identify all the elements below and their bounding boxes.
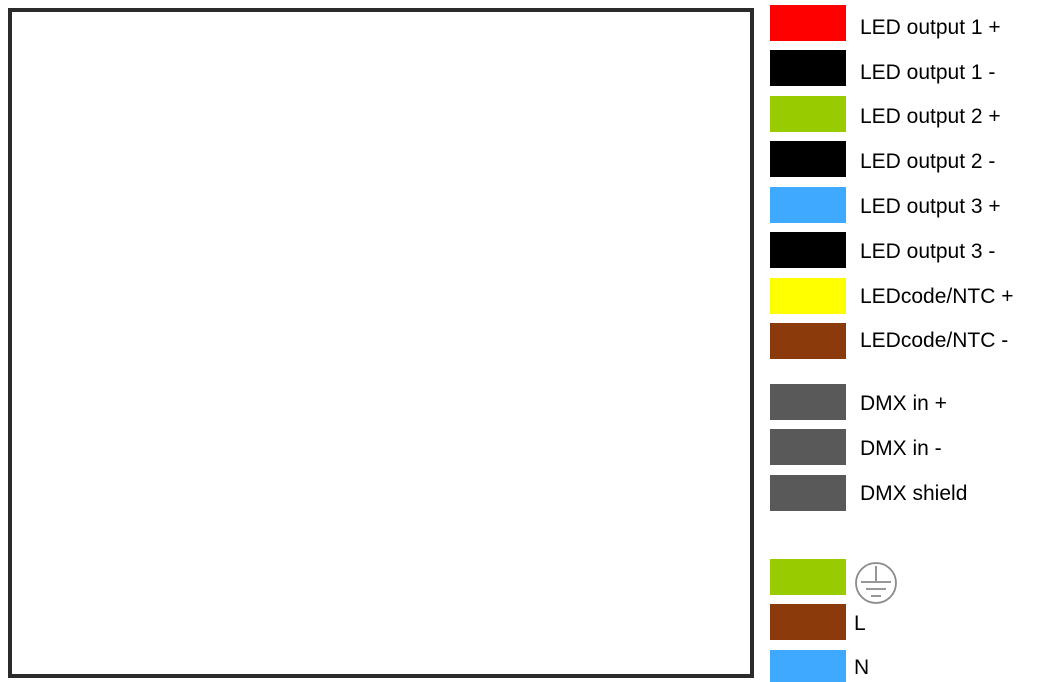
swatch-dmx-in-minus [770,429,846,465]
swatch-led-output-3-plus [770,187,846,223]
swatch-ledcode-ntc-plus [770,278,846,314]
label-led-output-3-minus: LED output 3 - [860,240,996,263]
swatch-live [770,604,846,640]
swatch-led-output-1-plus [770,5,846,41]
swatch-led-output-2-minus [770,141,846,177]
protective-earth-icon [855,562,897,604]
swatch-neutral [770,650,846,682]
swatch-ledcode-ntc-minus [770,323,846,359]
label-led-output-3-plus: LED output 3 + [860,195,1001,218]
swatch-led-output-2-plus [770,96,846,132]
label-dmx-in-minus: DMX in - [860,437,942,460]
label-ledcode-ntc-minus: LEDcode/NTC - [860,329,1009,352]
label-live: L [854,612,866,635]
device-outline [8,8,754,678]
label-led-output-1-minus: LED output 1 - [860,61,996,84]
swatch-led-output-1-minus [770,50,846,86]
label-dmx-in-plus: DMX in + [860,392,947,415]
label-dmx-shield: DMX shield [860,482,968,505]
label-neutral: N [854,656,870,679]
label-led-output-1-plus: LED output 1 + [860,16,1001,39]
swatch-protective-earth [770,559,846,595]
label-led-output-2-plus: LED output 2 + [860,105,1001,128]
label-led-output-2-minus: LED output 2 - [860,150,996,173]
swatch-led-output-3-minus [770,232,846,268]
label-ledcode-ntc-plus: LEDcode/NTC + [860,285,1014,308]
swatch-dmx-in-plus [770,384,846,420]
swatch-dmx-shield [770,475,846,511]
